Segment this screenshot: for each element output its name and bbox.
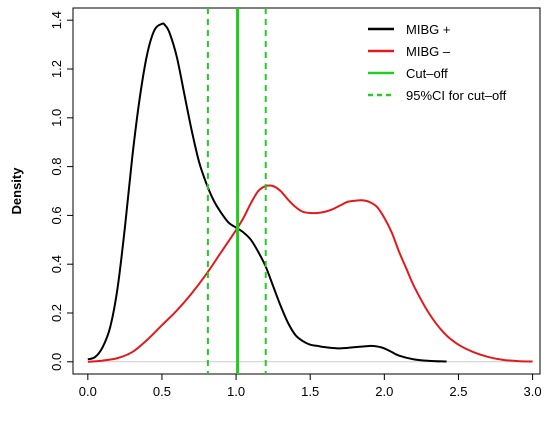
legend-label: 95%CI for cut–off: [406, 88, 507, 103]
y-tick-label: 1.4: [49, 11, 64, 29]
legend-label: MIBG –: [406, 44, 451, 59]
y-tick-label: 0.4: [49, 255, 64, 273]
y-axis-title: Density: [9, 167, 24, 215]
y-tick-label: 1.0: [49, 109, 64, 127]
density-line-series-2: [87, 184, 533, 363]
x-tick-label: 3.0: [524, 384, 542, 399]
legend: MIBG + MIBG – Cut–off 95%CI for cut–off: [368, 22, 507, 103]
legend-label: Cut–off: [406, 66, 448, 81]
cutoff-lines: [206, 8, 267, 374]
x-tick-label: 2.0: [375, 384, 393, 399]
density-line-series-1: [87, 22, 447, 363]
axes: 0.0 0.5 1.0 1.5 2.0 2.5 3.0 0.0 0.2 0.4 0.6 0.8 1.0 1…: [49, 11, 542, 399]
x-tick-label: 2.5: [449, 384, 467, 399]
x-tick-label: 0.0: [79, 384, 97, 399]
x-tick-label: 1.5: [301, 384, 319, 399]
x-tick-label: 0.5: [153, 384, 171, 399]
y-tick-label: 1.2: [49, 60, 64, 78]
plot-frame: [72, 7, 541, 375]
y-tick-label: 0.8: [49, 158, 64, 176]
y-tick-label: 0.0: [49, 353, 64, 371]
y-tick-label: 0.2: [49, 304, 64, 322]
legend-label: MIBG +: [406, 22, 450, 37]
x-tick-label: 1.0: [227, 384, 245, 399]
series-layer: [87, 22, 533, 363]
y-tick-label: 0.6: [49, 206, 64, 224]
